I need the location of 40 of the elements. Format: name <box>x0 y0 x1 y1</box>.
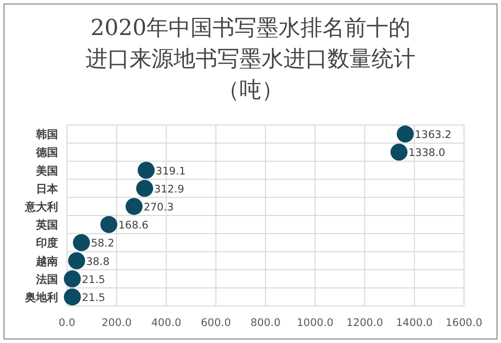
y-tick-label: 法国 <box>35 272 58 286</box>
data-label: 312.9 <box>154 183 184 196</box>
y-tick-label: 印度 <box>36 236 58 250</box>
point <box>390 144 408 161</box>
data-label: 168.6 <box>118 220 149 232</box>
y-tick-label: 韩国 <box>35 128 58 142</box>
point <box>68 252 86 270</box>
data-label: 319.1 <box>156 165 186 178</box>
point <box>64 270 81 288</box>
x-tick-label: 800.0 <box>250 317 281 329</box>
x-tick-label: 0.0 <box>58 317 76 329</box>
data-label: 270.3 <box>144 201 174 214</box>
x-tick-label: 400.0 <box>151 317 182 329</box>
point <box>126 198 143 215</box>
x-tick-label: 1200.0 <box>346 317 384 329</box>
x-tick-label: 200.0 <box>102 317 132 329</box>
x-tick-label: 600.0 <box>200 317 231 329</box>
point <box>72 234 90 252</box>
y-tick-label: 奥地利 <box>24 290 58 304</box>
data-label: 38.8 <box>86 256 110 268</box>
data-label: 21.5 <box>82 274 106 286</box>
point <box>136 180 154 197</box>
point <box>100 216 118 234</box>
x-tick-label: 1400.0 <box>396 317 433 329</box>
data-label: 1338.0 <box>408 147 446 160</box>
y-tick-label: 越南 <box>35 254 58 268</box>
y-tick-label: 美国 <box>35 164 58 178</box>
y-tick-label: 意大利 <box>24 200 58 214</box>
y-tick-label: 日本 <box>36 182 59 196</box>
y-tick-label: 德国 <box>35 146 58 160</box>
x-tick-label: 1000.0 <box>296 317 334 329</box>
x-tick-label: 1600.0 <box>446 317 482 329</box>
y-tick-label: 英国 <box>35 218 58 232</box>
point <box>138 162 155 179</box>
data-label: 21.5 <box>82 292 106 304</box>
point <box>396 126 414 143</box>
point <box>64 288 81 306</box>
data-label: 1363.2 <box>414 129 452 142</box>
chart-title: 2020年中国书写墨水排名前十的进口来源地书写墨水进口数量统计（吨） <box>86 16 416 103</box>
data-label: 58.2 <box>90 238 114 250</box>
